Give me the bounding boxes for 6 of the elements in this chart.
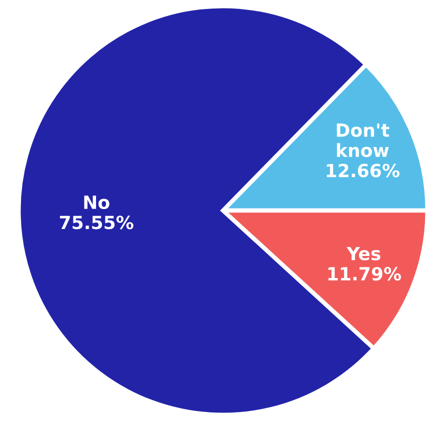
slice-label: Don't know <box>336 124 390 158</box>
data-label: 11.79% <box>328 266 402 281</box>
data-label: 12.66% <box>326 164 400 178</box>
slice-label: No <box>84 196 110 210</box>
data-label: 75.55% <box>60 216 134 230</box>
slice-label: Yes <box>346 246 380 260</box>
